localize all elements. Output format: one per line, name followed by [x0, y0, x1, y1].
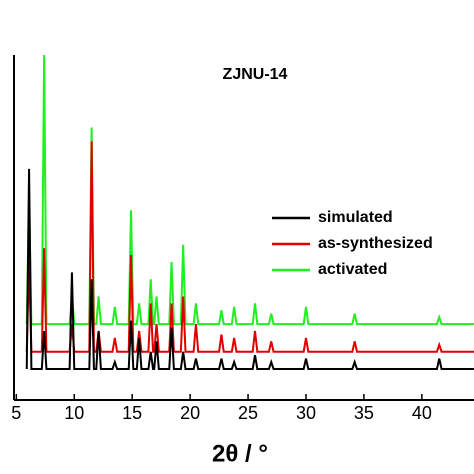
chart-title: ZJNU-14 [223, 66, 288, 83]
x-tick-label: 15 [122, 403, 142, 423]
x-tick-label: 5 [11, 403, 21, 423]
legend-label: simulated [318, 209, 393, 226]
x-tick-label: 40 [412, 403, 432, 423]
x-tick-label: 20 [180, 403, 200, 423]
data-line [25, 168, 474, 370]
x-tick-label: 25 [238, 403, 258, 423]
x-axis-label: 2θ / ° [212, 440, 268, 467]
data-line [25, 54, 474, 326]
x-tick-label: 35 [354, 403, 374, 423]
x-tick-label: 30 [296, 403, 316, 423]
legend-label: activated [318, 261, 387, 278]
x-tick-label: 10 [64, 403, 84, 423]
legend-label: as-synthesized [318, 235, 433, 252]
